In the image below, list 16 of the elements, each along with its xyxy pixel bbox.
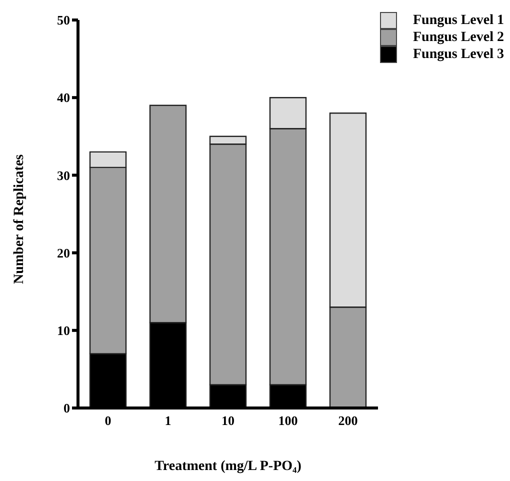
x-tick-label: 0 (104, 413, 112, 428)
y-tick-label: 20 (57, 245, 70, 260)
legend-label: Fungus Level 1 (412, 12, 504, 29)
x-tick-label: 10 (221, 413, 234, 428)
x-tick-label: 1 (164, 413, 172, 428)
x-axis-title: Treatment (mg/L P-PO₄) (154, 458, 302, 474)
y-tick-label: 40 (57, 90, 70, 106)
y-tick-label: 30 (57, 168, 70, 183)
legend-label: Fungus Level 3 (412, 46, 504, 63)
x-tick-label: 100 (278, 413, 298, 428)
y-tick-label: 10 (57, 323, 70, 338)
y-tick-label: 50 (57, 12, 70, 28)
y-axis-title: Number of Replicates (12, 154, 27, 284)
x-tick-label: 200 (338, 413, 358, 428)
y-tick-label: 0 (64, 400, 70, 416)
legend-label: Fungus Level 2 (412, 29, 504, 46)
